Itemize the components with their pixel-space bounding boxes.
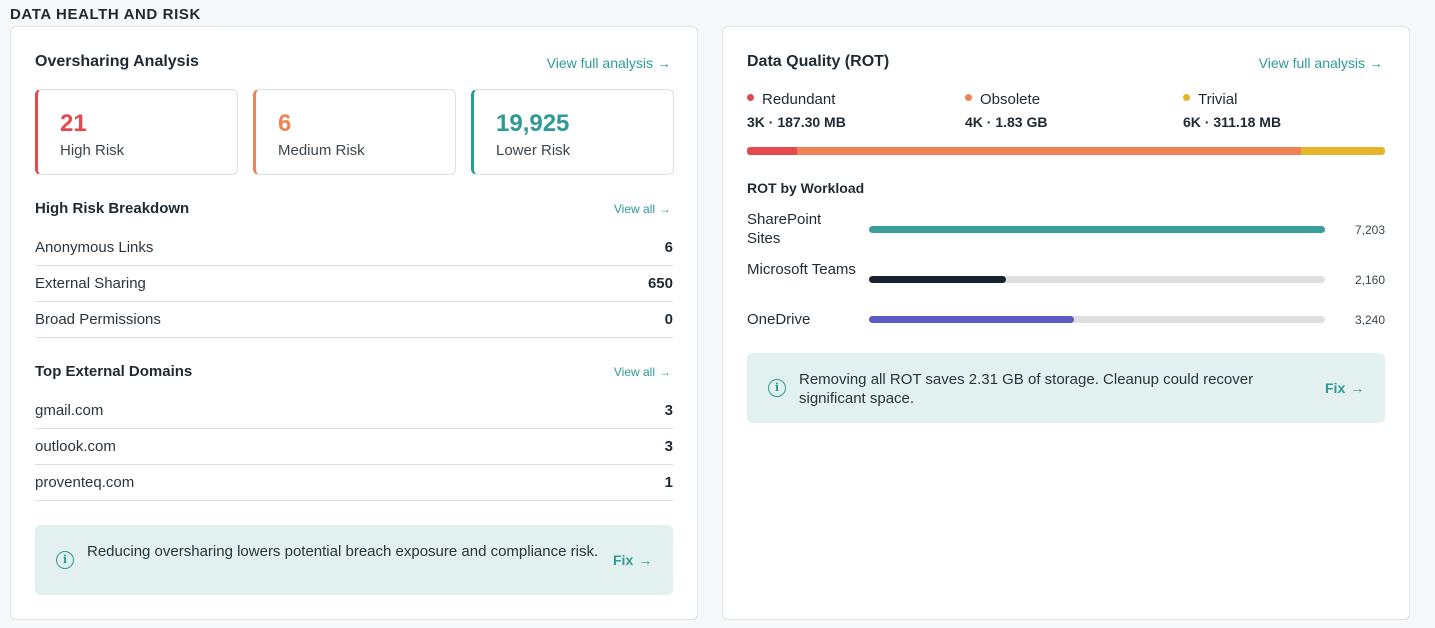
legend-name: Trivial xyxy=(1198,91,1238,108)
row-value: 3 xyxy=(664,402,673,419)
data-quality-card: Data Quality (ROT) View full analysis → R… xyxy=(722,26,1410,620)
stat-value: 6 xyxy=(278,110,292,137)
oversharing-info-banner: i Reducing oversharing lowers potential … xyxy=(35,525,673,595)
workload-bar-fill xyxy=(869,226,1325,233)
legend-dot xyxy=(747,94,754,102)
workload-bar-fill xyxy=(869,316,1075,323)
row-value: 0 xyxy=(664,311,673,328)
oversharing-card: Oversharing Analysis View full analysis →… xyxy=(10,26,698,620)
list-item[interactable]: Broad Permissions 0 xyxy=(35,302,673,338)
domains-view-all-link[interactable]: View all → xyxy=(614,365,671,379)
high-risk-breakdown-title: High Risk Breakdown xyxy=(35,200,190,217)
rot-info-banner: i Removing all ROT saves 2.31 GB of stor… xyxy=(747,353,1385,423)
stat-label: Medium Risk xyxy=(278,142,365,159)
row-label: gmail.com xyxy=(35,402,104,419)
workload-name: OneDrive xyxy=(747,311,811,328)
legend-redundant: Redundant 3K · 187.30 MB xyxy=(747,91,846,130)
breakdown-view-all-link[interactable]: View all → xyxy=(614,202,671,216)
list-item[interactable]: Anonymous Links 6 xyxy=(35,230,673,266)
list-item[interactable]: proventeq.com 1 xyxy=(35,465,673,501)
stat-label: Lower Risk xyxy=(496,142,571,159)
arrow-right-icon: → xyxy=(1369,55,1383,71)
fix-button[interactable]: Fix → xyxy=(1325,380,1364,396)
legend-obsolete: Obsolete 4K · 1.83 GB xyxy=(965,91,1047,130)
section-title: DATA HEALTH AND RISK xyxy=(10,6,201,23)
stat-medium-risk[interactable]: 6 Medium Risk xyxy=(253,89,456,175)
workload-name: SharePoint Sites xyxy=(747,211,822,247)
rot-segment-trivial xyxy=(1301,147,1385,155)
row-label: Broad Permissions xyxy=(35,311,161,328)
workload-row-sharepoint[interactable]: SharePoint Sites 7,203 xyxy=(747,210,1385,250)
link-label: View all xyxy=(613,365,655,379)
workload-bar-track xyxy=(869,276,1325,283)
rot-stacked-bar xyxy=(747,147,1385,155)
top-external-domains-title: Top External Domains xyxy=(35,363,193,380)
info-text: Reducing oversharing lowers potential br… xyxy=(87,543,599,560)
workload-row-teams[interactable]: Microsoft Teams 2,160 xyxy=(747,260,1385,300)
card-title: Data Quality (ROT) xyxy=(747,53,890,70)
legend-name: Redundant xyxy=(762,91,836,108)
list-item[interactable]: outlook.com 3 xyxy=(35,429,673,465)
workload-value: 2,160 xyxy=(1354,273,1385,287)
workload-value: 3,240 xyxy=(1354,313,1385,327)
workload-bar-track xyxy=(869,226,1325,233)
link-label: View all xyxy=(613,202,655,216)
fix-label: Fix xyxy=(613,552,634,568)
card-title: Oversharing Analysis xyxy=(35,53,199,70)
rot-by-workload-title: ROT by Workload xyxy=(747,180,865,196)
list-item[interactable]: External Sharing 650 xyxy=(35,266,673,302)
row-value: 3 xyxy=(664,438,673,455)
workload-bar-fill xyxy=(869,276,1006,283)
info-icon: i xyxy=(56,551,74,569)
row-label: Anonymous Links xyxy=(35,239,154,256)
arrow-right-icon: → xyxy=(659,202,671,216)
legend-value: 4K · 1.83 GB xyxy=(965,114,1048,130)
workload-row-onedrive[interactable]: OneDrive 3,240 xyxy=(747,310,1385,350)
row-value: 650 xyxy=(647,275,673,292)
legend-trivial: Trivial 6K · 311.18 MB xyxy=(1183,91,1281,130)
arrow-right-icon: → xyxy=(638,552,653,568)
stat-high-risk[interactable]: 21 High Risk xyxy=(35,89,238,175)
workload-name: Microsoft Teams xyxy=(747,261,856,278)
legend-dot xyxy=(1183,94,1190,102)
row-value: 6 xyxy=(664,239,673,256)
fix-label: Fix xyxy=(1325,380,1346,396)
fix-button[interactable]: Fix → xyxy=(613,552,652,568)
workload-value: 7,203 xyxy=(1354,223,1385,237)
stat-label: High Risk xyxy=(60,142,125,159)
view-full-analysis-link[interactable]: View full analysis → xyxy=(547,55,671,71)
stat-value: 19,925 xyxy=(496,110,570,137)
arrow-right-icon: → xyxy=(1350,380,1365,396)
link-label: View full analysis xyxy=(546,55,653,71)
workload-bar-track xyxy=(869,316,1325,323)
domains-list: gmail.com 3 outlook.com 3 proventeq.com 1 xyxy=(35,393,673,501)
breakdown-list: Anonymous Links 6 External Sharing 650 Bro… xyxy=(35,230,673,338)
legend-value: 3K · 187.30 MB xyxy=(747,114,846,130)
info-icon: i xyxy=(768,379,786,397)
legend-dot xyxy=(965,94,972,102)
rot-segment-redundant xyxy=(747,147,798,155)
arrow-right-icon: → xyxy=(659,365,671,379)
stat-value: 21 xyxy=(60,110,87,137)
legend-value: 6K · 311.18 MB xyxy=(1183,114,1282,130)
stat-lower-risk[interactable]: 19,925 Lower Risk xyxy=(471,89,674,175)
list-item[interactable]: gmail.com 3 xyxy=(35,393,673,429)
info-text: Removing all ROT saves 2.31 GB of storag… xyxy=(799,371,1254,407)
legend-name: Obsolete xyxy=(980,91,1041,108)
rot-segment-obsolete xyxy=(797,147,1302,155)
link-label: View full analysis xyxy=(1258,55,1365,71)
row-label: External Sharing xyxy=(35,275,146,292)
arrow-right-icon: → xyxy=(657,55,671,71)
row-label: outlook.com xyxy=(35,438,116,455)
row-label: proventeq.com xyxy=(35,474,135,491)
row-value: 1 xyxy=(664,474,673,491)
view-full-analysis-link[interactable]: View full analysis → xyxy=(1259,55,1383,71)
